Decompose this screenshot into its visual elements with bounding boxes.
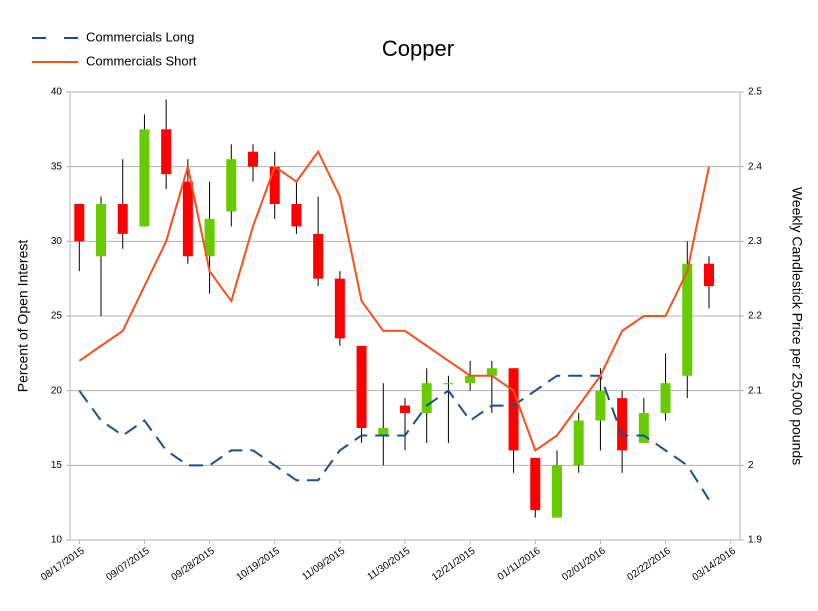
y2-tick-label: 2.1 [748,385,762,396]
candle-body [334,278,345,339]
y-tick-label: 20 [51,385,63,396]
candle-body [703,263,714,287]
candle-body [638,413,649,443]
x-tick-label: 11/09/2015 [300,545,347,583]
y2-tick-label: 2.4 [748,161,762,172]
candle-body [117,204,128,234]
candle-body [595,390,606,421]
x-tick-label: 01/11/2016 [496,545,543,583]
candle-body [313,233,324,279]
y2-tick-label: 2.2 [748,311,762,322]
candle-body [96,204,107,257]
candle-body [248,151,259,167]
y2-tick-label: 2 [748,460,754,471]
candle-body [182,181,193,257]
x-tick-label: 02/22/2016 [625,545,673,583]
x-tick-label: 12/21/2015 [430,545,478,583]
candle-body [226,159,237,212]
candle-body [204,218,215,257]
y-tick-label: 15 [51,460,63,471]
legend-label: Commercials Short [86,53,197,68]
candle-body [378,428,389,436]
candle-body [573,420,584,466]
y-tick-label: 30 [51,236,63,247]
candle-body [443,383,454,385]
line-series [78,149,710,452]
candle-body [161,129,172,175]
candle-body [356,345,367,428]
x-tick-label: 10/19/2015 [235,545,283,583]
candle-body [139,129,150,227]
x-tick-label: 11/30/2015 [366,545,413,583]
candle-body [465,375,476,384]
x-tick-label: 02/01/2016 [560,545,608,583]
line-series [78,374,710,501]
y-tick-label: 40 [51,87,63,98]
y2-tick-label: 1.9 [748,535,762,546]
y2-tick-label: 2.5 [748,87,762,98]
candle-body [400,405,410,414]
candle-body [486,368,497,376]
chart-title: Copper [382,36,454,61]
y-axis-title: Percent of Open Interest [15,240,31,393]
y-tick-label: 25 [51,311,63,322]
y2-axis-title: Weekly Candlestick Price per 25,000 poun… [789,187,805,465]
candle-body [682,263,693,376]
y2-tick-label: 2.3 [748,236,762,247]
candle-body [660,383,671,414]
y-tick-label: 35 [51,161,63,172]
candle-body [508,368,519,451]
x-tick-label: 08/17/2015 [39,545,87,583]
candle-body [421,383,432,414]
x-tick-label: 03/14/2016 [691,545,739,583]
candle-body [551,465,562,518]
candle-body [291,204,302,227]
x-tick-label: 09/07/2015 [104,545,152,583]
candle-body [74,204,85,242]
y-tick-label: 10 [51,535,63,546]
candle-body [530,457,541,511]
legend-label: Commercials Long [86,29,194,44]
x-tick-label: 09/28/2015 [170,545,218,583]
candle-body [269,166,280,204]
candle-body [617,398,628,451]
